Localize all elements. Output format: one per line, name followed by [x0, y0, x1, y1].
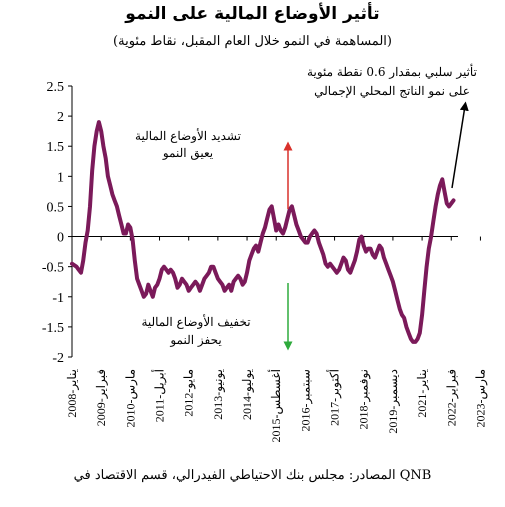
- x-tick-label: ديسمبر-2019: [386, 369, 400, 434]
- y-axis-ticks: 2.5 2 1.5 1 0.5 0 -0.5 -1 -1.5 -2: [42, 80, 72, 366]
- x-tick-label: سبتمبر-2016: [298, 369, 312, 431]
- x-tick-label: يناير-2021: [415, 369, 429, 418]
- impact-arrow: [451, 101, 469, 189]
- x-tick-label: مارس-2010: [123, 369, 137, 428]
- x-tick-label: فبراير-2022: [444, 369, 458, 426]
- chart-axes: [71, 86, 458, 357]
- x-tick-label: مايو-2012: [182, 369, 196, 417]
- annotation-tightening-line1: تشديد الأوضاع المالية: [135, 128, 241, 143]
- x-tick-label: مارس-2023: [473, 369, 487, 428]
- x-tick-label: أبريل-2011: [152, 369, 167, 422]
- annotations: تشديد الأوضاع المالية يعيق النمو تخفيف ا…: [135, 63, 477, 351]
- series-layer: [70, 120, 456, 344]
- x-tick-label: نوفمبر-2018: [357, 369, 371, 429]
- chart-source: المصادر: مجلس بنك الاحتياطي الفيدرالي، ق…: [73, 468, 432, 483]
- y-tick-label: 2.5: [47, 80, 65, 95]
- x-tick-label: أغسطس-2015: [268, 369, 283, 442]
- y-tick-label: 0.5: [47, 200, 65, 215]
- chart-subtitle: (المساهمة في النمو خلال العام المقبل، نق…: [113, 34, 392, 49]
- y-tick-label: 2: [57, 110, 64, 125]
- annotation-easing-line2: يحفز النمو: [169, 333, 221, 347]
- x-tick-label: فبراير-2009: [94, 369, 108, 426]
- annotation-impact-line2: على نمو الناتج المحلي الإجمالي: [314, 84, 470, 99]
- y-tick-label: 1: [57, 170, 64, 185]
- x-tick-label: أكتوبر-2017: [327, 369, 342, 426]
- x-tick-label: يوليو-2014: [240, 369, 254, 420]
- y-tick-label: 1.5: [47, 140, 65, 155]
- y-tick-label: -1.5: [42, 321, 64, 336]
- x-tick-label: يناير-2008: [65, 369, 79, 418]
- y-tick-label: -2: [52, 351, 64, 366]
- x-tick-label: يونيو-2013: [211, 369, 225, 420]
- y-tick-label: 0: [57, 231, 64, 246]
- annotation-easing-line1: تخفيف الأوضاع المالية: [141, 314, 250, 329]
- chart-title: تأثير الأوضاع المالية على النمو: [125, 4, 380, 24]
- annotation-impact-line1: تأثير سلبي بمقدار 0.6 نقطة مئوية: [307, 63, 477, 79]
- y-tick-label: -0.5: [42, 261, 64, 276]
- y-tick-label: -1: [52, 291, 64, 306]
- annotation-tightening-line2: يعيق النمو: [162, 146, 213, 160]
- series-line: [70, 120, 456, 344]
- x-axis-ticks: يناير-2008 فبراير-2009 مارس-2010 أبريل-2011…: [65, 236, 487, 442]
